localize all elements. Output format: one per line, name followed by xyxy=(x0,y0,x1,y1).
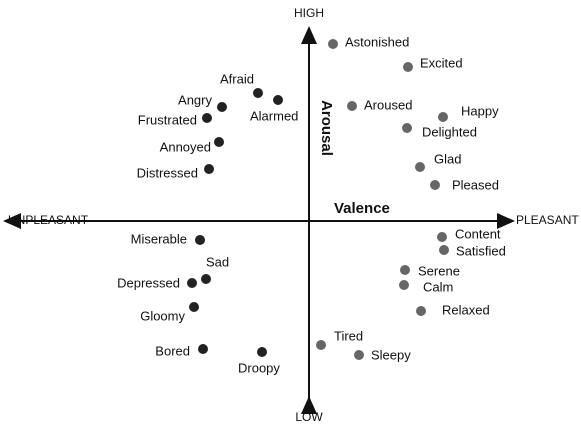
emotion-label: Astonished xyxy=(345,34,409,49)
emotion-label: Calm xyxy=(423,279,453,294)
emotion-dot xyxy=(402,123,412,133)
emotion-label: Glad xyxy=(434,151,461,166)
emotion-dot xyxy=(347,101,357,111)
emotion-dot xyxy=(189,302,199,312)
emotion-label: Sad xyxy=(206,254,229,269)
emotion-label: Pleased xyxy=(452,177,499,192)
axis-low: LOW xyxy=(295,410,323,424)
emotion-dot xyxy=(204,164,214,174)
emotion-label: Sleepy xyxy=(371,347,411,362)
emotion-dot xyxy=(354,350,364,360)
emotion-dot xyxy=(198,344,208,354)
emotion-label: Distressed xyxy=(137,165,198,180)
emotion-dot xyxy=(273,95,283,105)
emotion-label: Alarmed xyxy=(250,108,298,123)
emotion-label: Miserable xyxy=(131,231,187,246)
emotion-dot xyxy=(438,112,448,122)
emotion-label: Serene xyxy=(418,263,460,278)
emotion-label: Relaxed xyxy=(442,302,490,317)
emotion-label: Delighted xyxy=(422,124,477,139)
emotion-dot xyxy=(316,340,326,350)
emotion-dot xyxy=(439,245,449,255)
emotion-dot xyxy=(430,180,440,190)
emotion-dot xyxy=(217,102,227,112)
axis-arousal: Arousal xyxy=(318,100,335,156)
emotion-dot xyxy=(202,113,212,123)
emotion-label: Afraid xyxy=(220,71,254,86)
emotion-label: Happy xyxy=(461,103,499,118)
emotion-label: Content xyxy=(455,226,501,241)
emotion-dot xyxy=(253,88,263,98)
emotion-label: Annoyed xyxy=(160,139,211,154)
emotion-label: Angry xyxy=(178,92,212,107)
emotion-dot xyxy=(214,137,224,147)
emotion-dot xyxy=(187,278,197,288)
axis-high: HIGH xyxy=(294,6,324,20)
emotion-dot xyxy=(195,235,205,245)
emotion-dot xyxy=(257,347,267,357)
emotion-label: Aroused xyxy=(364,97,412,112)
emotion-dot xyxy=(437,232,447,242)
emotion-label: Frustrated xyxy=(138,112,197,127)
emotion-dot xyxy=(416,306,426,316)
emotion-dot xyxy=(403,62,413,72)
emotion-label: Excited xyxy=(420,55,463,70)
emotion-label: Gloomy xyxy=(140,308,185,323)
emotion-dot xyxy=(328,39,338,49)
emotion-dot xyxy=(400,265,410,275)
emotion-dot xyxy=(399,280,409,290)
emotion-label: Bored xyxy=(155,343,190,358)
axis-unpleasant: UNPLEASANT xyxy=(8,213,89,227)
emotion-label: Tired xyxy=(334,328,363,343)
emotion-label: Satisfied xyxy=(456,243,506,258)
axis-pleasant: PLEASANT xyxy=(516,213,579,227)
emotion-dot xyxy=(201,274,211,284)
emotion-label: Depressed xyxy=(117,275,180,290)
emotion-label: Droopy xyxy=(238,360,280,375)
axis-valence: Valence xyxy=(334,200,390,217)
emotion-dot xyxy=(415,162,425,172)
